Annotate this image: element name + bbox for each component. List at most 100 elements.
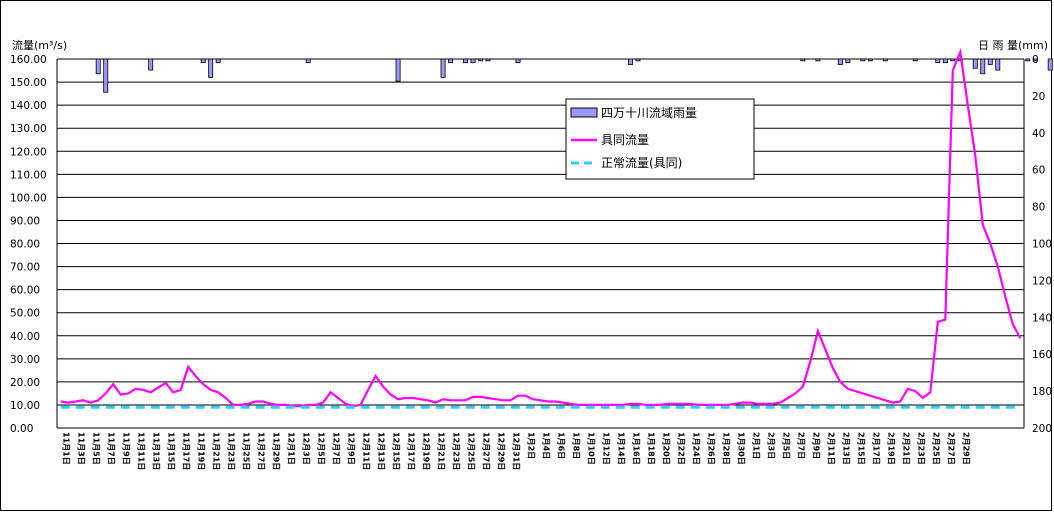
left-tick-label: 10.00 (10, 400, 40, 412)
rain-bar (627, 58, 633, 65)
x-tick-label: 2月27日 (946, 432, 955, 465)
x-tick-label: 2月3日 (766, 432, 775, 459)
left-tick-label: 140.00 (10, 100, 47, 112)
rain-bar (215, 58, 221, 64)
x-tick-label: 12月27日 (482, 432, 491, 470)
right-tick-label: 20 (1032, 91, 1045, 103)
axis-ticks: 0.00 10.00 20.00 30.00 40.00 50.00 60.00 70.00 8… (10, 54, 1052, 470)
rain-bar (148, 58, 154, 71)
right-tick-label: 120 (1032, 275, 1052, 287)
x-tick-label: 1月6日 (556, 432, 565, 459)
rain-bar (305, 58, 311, 64)
flow-lines (60, 47, 1022, 409)
left-tick-label: 20.00 (10, 377, 40, 389)
rain-bar (860, 58, 866, 62)
x-tick-label: 1月16日 (631, 432, 640, 465)
x-tick-label: 11月11日 (137, 432, 146, 470)
rain-bar (470, 58, 476, 64)
rain-bar (463, 58, 469, 64)
x-tick-label: 1月28日 (721, 432, 730, 465)
rain-bar (478, 58, 483, 62)
right-tick-label: 40 (1032, 128, 1045, 140)
x-tick-label: 2月5日 (781, 432, 790, 459)
right-tick-label: 100 (1032, 239, 1052, 251)
x-tick-label: 1月10日 (586, 432, 595, 465)
x-tick-label: 12月13日 (377, 432, 386, 470)
x-tick-label: 2月9日 (811, 432, 820, 459)
x-tick-label: 11月7日 (107, 432, 116, 465)
x-tick-label: 12月5日 (317, 432, 326, 465)
right-tick-label: 200 (1032, 423, 1052, 435)
rain-bar (950, 58, 956, 62)
x-tick-label: 1月18日 (646, 432, 655, 465)
x-tick-label: 2月17日 (871, 432, 880, 465)
x-tick-label: 12月31日 (512, 432, 521, 470)
rain-bar (987, 58, 993, 65)
right-tick-label: 80 (1032, 202, 1045, 214)
left-tick-label: 90.00 (10, 215, 40, 227)
rain-bar (485, 58, 491, 62)
rain-bar (800, 58, 806, 62)
rain-bar (815, 58, 821, 62)
x-tick-label: 1月2日 (527, 432, 536, 459)
x-tick-label: 1月24日 (691, 432, 700, 465)
x-tick-label: 12月15日 (392, 432, 401, 470)
rain-bar (448, 58, 454, 64)
x-tick-label: 11月1日 (62, 432, 71, 465)
x-tick-label: 11月21日 (212, 432, 221, 470)
x-tick-label: 2月29日 (961, 432, 970, 465)
left-tick-label: 120.00 (10, 146, 47, 158)
x-tick-label: 2月25日 (931, 432, 940, 465)
x-tick-label: 1月30日 (736, 432, 745, 465)
x-tick-label: 12月3日 (302, 432, 311, 465)
rain-bar (1032, 58, 1038, 62)
x-tick-label: 11月3日 (77, 432, 86, 465)
legend-flow-label: 具同流量 (601, 133, 649, 147)
rain-bar (1025, 58, 1031, 62)
left-tick-label: 40.00 (10, 331, 40, 343)
x-tick-label: 2月1日 (751, 432, 760, 459)
rain-bar (440, 58, 446, 78)
right-axis-label: 日 雨 量(mm) (978, 39, 1048, 52)
rain-bar (912, 58, 918, 62)
x-tick-label: 11月17日 (182, 432, 191, 470)
left-tick-label: 100.00 (10, 192, 47, 204)
x-tick-label: 11月19日 (197, 432, 206, 470)
x-tick-label: 1月26日 (706, 432, 715, 465)
rain-bar (395, 58, 401, 82)
rainfall-bars (95, 58, 1053, 93)
x-tick-label: 12月21日 (437, 432, 446, 470)
rain-bar (1047, 58, 1053, 71)
left-tick-label: 0.00 (10, 423, 33, 435)
rain-bar (837, 58, 843, 65)
left-tick-label: 70.00 (10, 262, 40, 274)
right-tick-label: 60 (1032, 165, 1045, 177)
x-tick-label: 2月15日 (856, 432, 865, 465)
rain-bar (942, 58, 948, 64)
x-tick-label: 2月19日 (886, 432, 895, 465)
rain-bar (515, 58, 521, 64)
x-tick-label: 1月12日 (601, 432, 610, 465)
x-tick-label: 11月25日 (242, 432, 251, 470)
left-tick-label: 80.00 (10, 239, 40, 251)
rain-bar (200, 58, 206, 64)
rain-bar (935, 58, 941, 64)
x-tick-label: 11月29日 (272, 432, 281, 470)
legend: 四万十川流域雨量 具同流量 正常流量(具同) (565, 98, 755, 180)
x-tick-label: 1月4日 (542, 432, 551, 459)
rain-bar (635, 58, 641, 62)
legend-normal-label: 正常流量(具同) (601, 156, 682, 170)
x-tick-label: 11月9日 (122, 432, 131, 465)
flow-line (60, 47, 1022, 408)
x-tick-label: 12月17日 (407, 432, 416, 470)
x-tick-label: 12月11日 (362, 432, 371, 470)
x-tick-label: 11月5日 (92, 432, 101, 465)
x-tick-label: 2月7日 (796, 432, 805, 459)
rain-bar (208, 58, 214, 78)
left-tick-label: 60.00 (10, 285, 40, 297)
right-tick-label: 140 (1032, 312, 1052, 324)
right-tick-label: 160 (1032, 349, 1052, 361)
x-tick-label: 11月13日 (152, 432, 161, 470)
x-tick-label: 11月27日 (257, 432, 266, 470)
